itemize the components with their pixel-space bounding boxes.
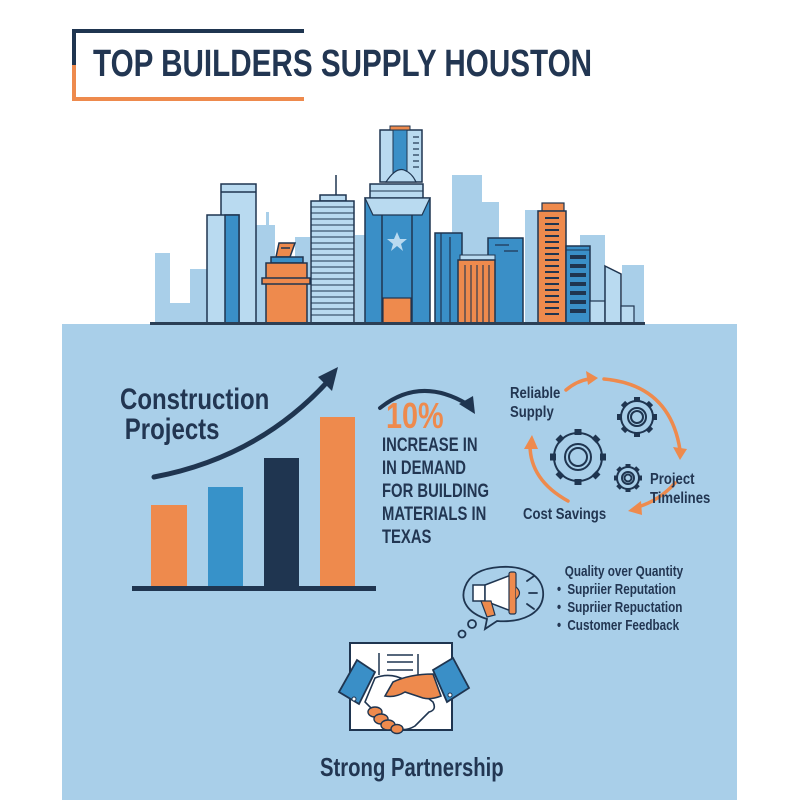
chart-bar-4: [320, 417, 355, 587]
page-title: TOP BUILDERS SUPPLY HOUSTON: [93, 43, 593, 85]
texas-star-icon: [387, 232, 407, 251]
chart-title-line1: Construction: [120, 383, 270, 416]
partnership-label: Strong Partnership: [320, 752, 504, 782]
chart-baseline: [132, 586, 376, 591]
skyline-illustration: [140, 115, 660, 330]
megaphone-icon: [457, 566, 544, 639]
stat-line-3: FOR BUILDING: [382, 481, 490, 502]
quality-heading: Quality over Quantity: [564, 563, 684, 580]
handshake-icon: [337, 642, 471, 735]
reliable-supply-label: Reliable Supply: [510, 385, 561, 421]
quality-bullet-1: Supriier Reputation: [557, 581, 683, 599]
stat-percent: 10%: [386, 395, 444, 436]
chart-bar-3: [264, 458, 299, 587]
gears-cycle-icon: [524, 371, 687, 515]
trend-arrow-icon: [151, 367, 338, 480]
curved-arrow-icon: [378, 389, 475, 414]
project-timelines-label: Project Timelines: [650, 471, 711, 507]
stat-line-2: IN DEMAND: [382, 458, 466, 479]
skyline-ground-line: [150, 322, 645, 325]
chart-title: Construction Projects: [120, 385, 269, 445]
cost-savings-label: Cost Savings: [523, 506, 607, 523]
quality-bullet-2: Supriier Repuctation: [557, 599, 683, 617]
stat-line-5: TEXAS: [382, 527, 432, 548]
chart-bar-1: [151, 505, 187, 587]
title-frame-left-dark: [72, 29, 76, 65]
stat-line-1: INCREASE IN: [382, 435, 478, 456]
chart-bar-2: [208, 487, 243, 587]
quality-bullet-3: Customer Feedback: [557, 617, 683, 635]
title-frame-bottom: [72, 97, 304, 101]
stat-description: INCREASE IN IN DEMAND FOR BUILDING MATER…: [382, 434, 489, 549]
title-frame-left-orange: [72, 65, 76, 101]
chart-title-line2: Projects: [124, 413, 220, 446]
title-frame-top: [72, 29, 304, 33]
stat-line-4: MATERIALS IN: [382, 504, 487, 525]
quality-list: Quality over Quantity Supriier Reputatio…: [557, 563, 683, 635]
city-skyline-icon: [155, 125, 644, 324]
